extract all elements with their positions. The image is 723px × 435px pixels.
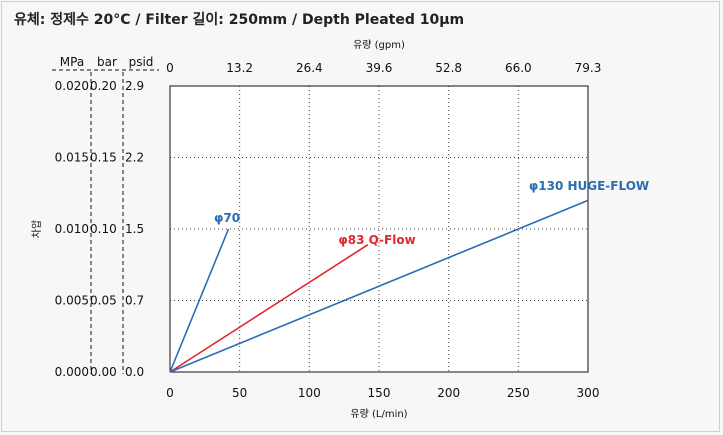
series-line (169, 244, 369, 373)
y-tick-label-mpa: 0.010 (55, 222, 89, 236)
y-tick-label-psid: 2.9 (125, 79, 144, 93)
x-axis-label: 유량 (L/min) (350, 408, 407, 420)
y-tick-label-psid: 0.0 (125, 365, 144, 379)
x2-tick-label: 26.4 (296, 61, 323, 75)
x2-tick-label: 52.8 (435, 61, 462, 75)
y-tick-label-psid: 2.2 (125, 151, 144, 165)
x2-tick-label: 39.6 (366, 61, 393, 75)
x2-tick-label: 79.3 (575, 61, 602, 75)
y-tick-label-psid: 0.7 (125, 294, 144, 308)
chart-title: 유체: 정제수 20°C / Filter 길이: 250mm / Depth … (14, 12, 465, 28)
series-label: φ83 Q-Flow (338, 233, 415, 247)
x-tick-label: 300 (577, 386, 600, 400)
series-line (169, 228, 230, 373)
series-label: φ130 HUGE-FLOW (529, 179, 649, 193)
x2-tick-label: 0 (166, 61, 174, 75)
plot-frame (169, 85, 589, 373)
series-label: φ70 (214, 211, 240, 225)
x-tick-label: 200 (437, 386, 460, 400)
y-axis-unit-bar: bar (97, 55, 117, 69)
series-line (169, 199, 589, 373)
x2-axis-label: 유량 (gpm) (353, 39, 405, 51)
y-tick-label-mpa: 0.015 (55, 151, 89, 165)
x-tick-label: 100 (298, 386, 321, 400)
x-tick-label: 50 (232, 386, 247, 400)
y-tick-label-bar: 0.10 (90, 222, 117, 236)
x-tick-label: 150 (368, 386, 391, 400)
y-axis-unit-mpa: MPa (60, 55, 84, 69)
y-axis-label: 차압 (30, 220, 43, 238)
y-tick-label-mpa: 0.020 (55, 79, 89, 93)
y-axis-unit-psid: psid (129, 55, 154, 69)
y-tick-label-bar: 0.05 (90, 294, 117, 308)
x-tick-label: 250 (507, 386, 530, 400)
y-tick-label-bar: 0.20 (90, 79, 117, 93)
x2-tick-label: 66.0 (505, 61, 532, 75)
y-tick-label-mpa: 0.005 (55, 294, 89, 308)
x-tick-label: 0 (166, 386, 174, 400)
y-tick-label-bar: 0.15 (90, 151, 117, 165)
y-tick-label-bar: 0.00 (90, 365, 117, 379)
y-tick-label-mpa: 0.000 (55, 365, 89, 379)
y-tick-label-psid: 1.5 (125, 222, 144, 236)
x2-tick-label: 13.2 (226, 61, 253, 75)
